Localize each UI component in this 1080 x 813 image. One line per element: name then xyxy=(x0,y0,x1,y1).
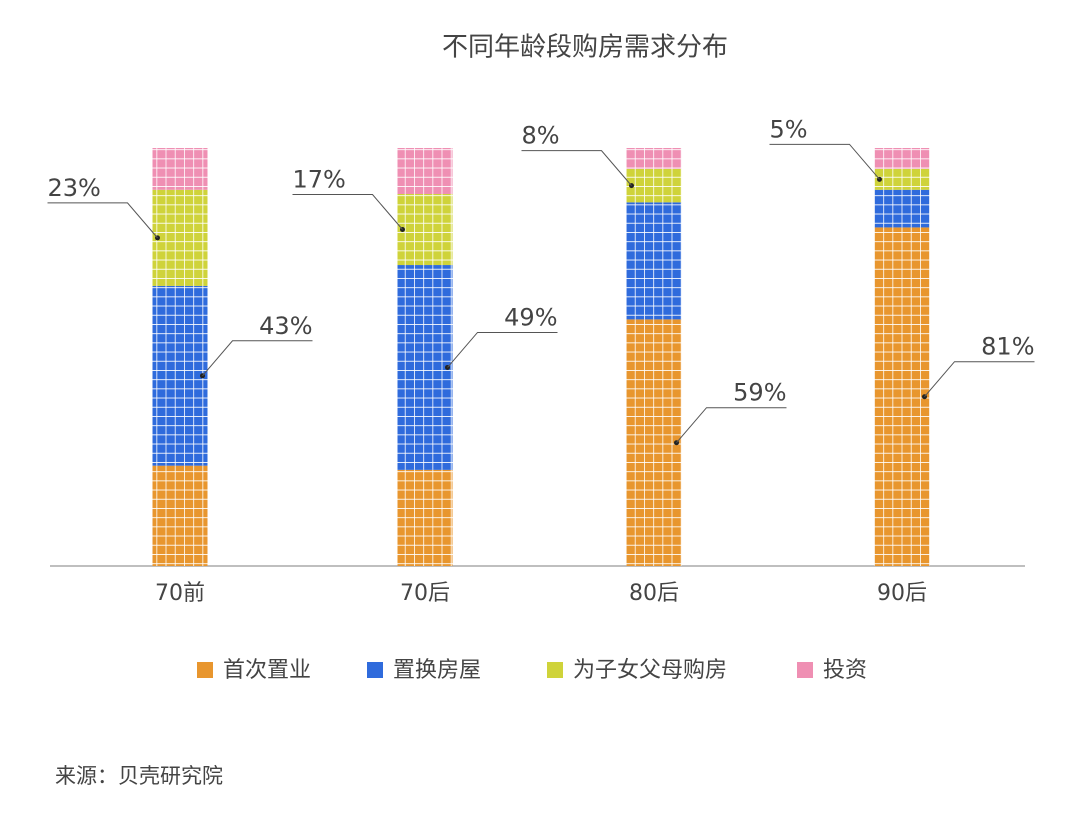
value-label: 23% xyxy=(48,174,101,202)
legend-label: 为子女父母购房 xyxy=(573,658,727,683)
x-tick-label: 70后 xyxy=(400,581,450,606)
waffle-grid xyxy=(874,189,930,228)
waffle-grid xyxy=(874,148,930,169)
value-label: 43% xyxy=(259,312,312,340)
leader-line xyxy=(447,331,558,368)
leader-line xyxy=(769,143,880,180)
waffle-grid xyxy=(626,202,682,320)
waffle-grid xyxy=(626,148,682,169)
waffle-grid xyxy=(152,285,208,466)
legend-swatch xyxy=(797,662,813,678)
waffle-grid xyxy=(626,319,682,566)
waffle-grid xyxy=(397,265,453,470)
source-note: 来源：贝壳研究院 xyxy=(55,764,223,788)
x-tick-label: 90后 xyxy=(877,581,927,606)
waffle-grid xyxy=(397,148,453,194)
waffle-grid xyxy=(397,469,453,566)
value-label: 17% xyxy=(293,166,346,194)
value-label: 8% xyxy=(522,122,560,150)
value-label: 5% xyxy=(770,115,808,143)
waffle-grid xyxy=(152,465,208,566)
leader-line xyxy=(676,407,787,444)
leader-line xyxy=(202,340,313,377)
leader-line xyxy=(521,150,632,186)
waffle-grid xyxy=(152,148,208,190)
leader-line xyxy=(292,194,403,230)
waffle-grid xyxy=(152,189,208,286)
waffle-grid xyxy=(397,193,453,266)
legend-label: 置换房屋 xyxy=(393,658,481,683)
legend-label: 投资 xyxy=(823,658,867,683)
leader-line xyxy=(47,202,158,239)
chart-title: 不同年龄段购房需求分布 xyxy=(442,33,728,63)
legend-swatch xyxy=(367,662,383,678)
value-label: 49% xyxy=(504,303,557,331)
x-tick-label: 70前 xyxy=(155,581,205,606)
waffle-grid xyxy=(874,227,930,567)
legend-label: 首次置业 xyxy=(223,658,311,683)
waffle-grid xyxy=(626,168,682,203)
legend-swatch xyxy=(197,662,213,678)
value-label: 59% xyxy=(733,379,786,407)
waffle-grid xyxy=(874,168,930,190)
value-label: 81% xyxy=(981,333,1034,361)
legend-swatch xyxy=(547,662,563,678)
leader-line xyxy=(924,361,1035,398)
x-tick-label: 80后 xyxy=(629,581,679,606)
